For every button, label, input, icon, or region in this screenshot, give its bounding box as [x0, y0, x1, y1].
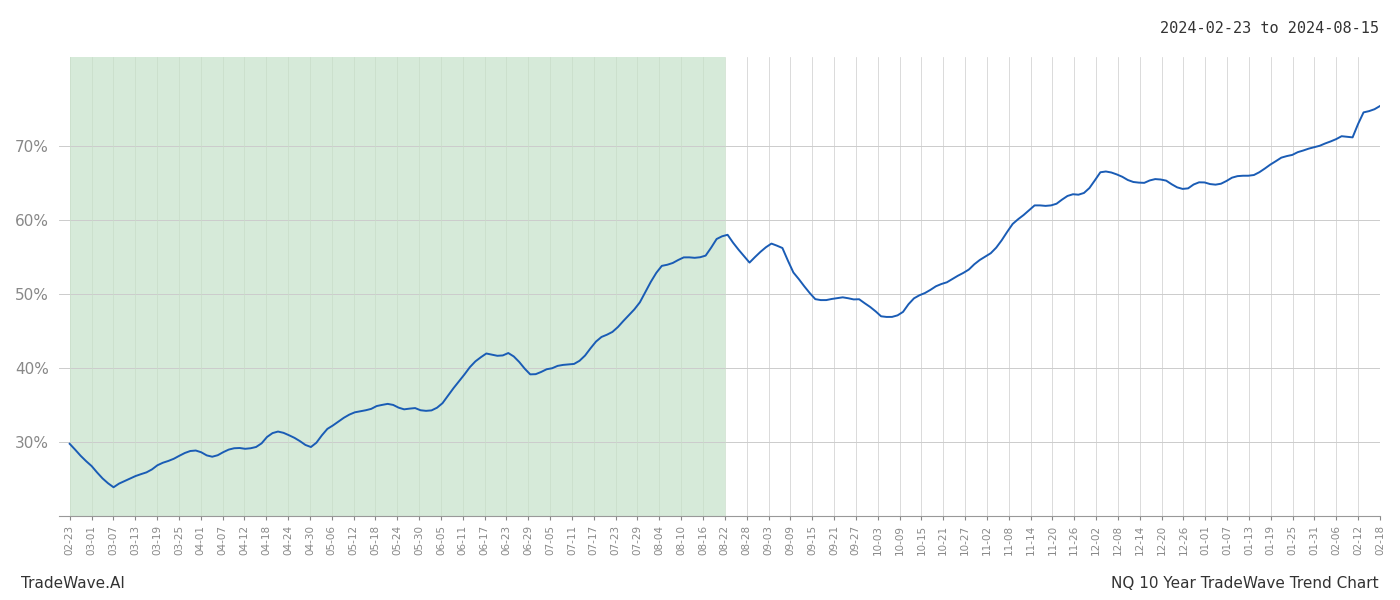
Text: TradeWave.AI: TradeWave.AI: [21, 576, 125, 591]
Text: 2024-02-23 to 2024-08-15: 2024-02-23 to 2024-08-15: [1161, 21, 1379, 36]
Text: NQ 10 Year TradeWave Trend Chart: NQ 10 Year TradeWave Trend Chart: [1112, 576, 1379, 591]
Bar: [70, 57, 725, 516]
